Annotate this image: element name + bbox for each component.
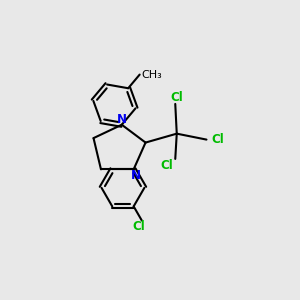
Text: Cl: Cl	[212, 133, 224, 146]
Text: CH₃: CH₃	[141, 70, 162, 80]
Text: N: N	[131, 169, 141, 182]
Text: Cl: Cl	[160, 159, 173, 172]
Text: Cl: Cl	[170, 91, 183, 104]
Text: N: N	[117, 113, 127, 126]
Text: Cl: Cl	[133, 220, 145, 233]
